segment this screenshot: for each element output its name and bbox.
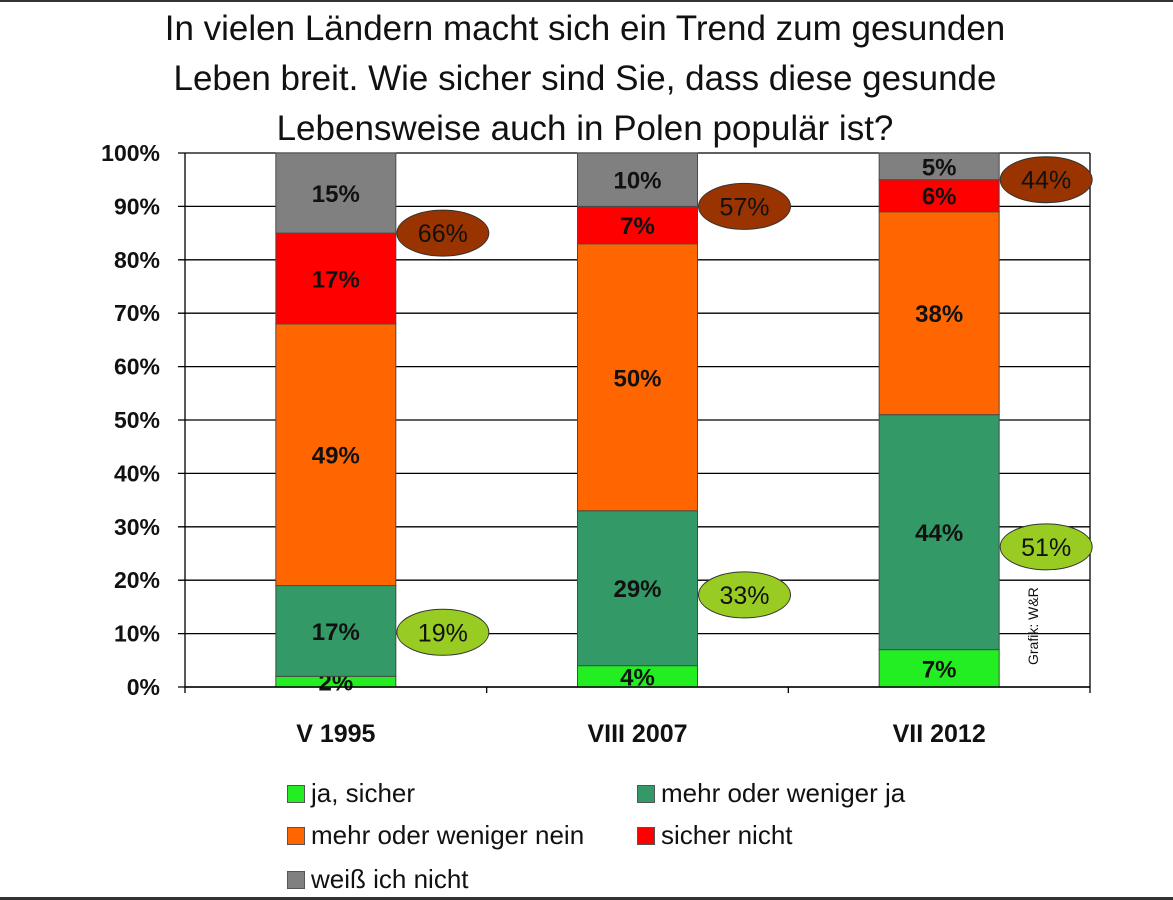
no-total-balloon [396, 209, 490, 257]
title-line-2: Leben breit. Wie sicher sind Sie, dass d… [173, 59, 997, 98]
bar-segment-sicher_nicht [275, 232, 397, 325]
y-tick-label: 30% [114, 514, 160, 540]
chart-title: In vielen Ländern macht sich ein Trend z… [60, 4, 1110, 154]
y-tick-label: 70% [114, 300, 160, 326]
legend-label: mehr oder weniger ja [661, 778, 906, 808]
legend-item-mehr_nein: mehr oder weniger nein [287, 820, 584, 851]
x-category-label: VIII 2007 [587, 720, 687, 748]
y-tick-label: 20% [114, 567, 160, 593]
x-axis: V 1995 VIII 2007 VII 2012 [184, 686, 1091, 748]
segment-label: 17% [312, 266, 360, 293]
bar-segment-weiss_nicht [577, 152, 698, 207]
bar-segment-ja_sicher [878, 649, 1000, 688]
legend-swatch [637, 784, 655, 803]
bar-segment-mehr_ja [878, 414, 1000, 651]
y-tick-label: 40% [114, 460, 160, 486]
legend-item-sicher_nicht: sicher nicht [637, 820, 793, 851]
yes-total-balloon [698, 571, 791, 619]
y-tick-label: 80% [114, 247, 160, 273]
bar-segment-mehr_nein [577, 243, 698, 512]
y-tick-label: 100% [101, 140, 160, 166]
credit-label: Grafik: W&R [1025, 587, 1041, 665]
segment-label: 44% [915, 520, 963, 547]
no-total-balloon-label: 57% [719, 193, 769, 221]
segment-label: 6% [922, 184, 957, 211]
y-tick-label: 50% [114, 407, 160, 433]
x-category-label: VII 2012 [893, 720, 986, 748]
y-tick-label: 0% [127, 674, 160, 700]
legend-item-ja_sicher: ja, sicher [287, 778, 415, 809]
no-total-balloon-label: 66% [418, 220, 468, 248]
legend-label: weiß ich nicht [311, 864, 469, 894]
yes-total-balloon-label: 33% [719, 582, 769, 610]
total-annotations: 19% 66% 33% 57% 51% 44% [396, 156, 1093, 656]
bar-segment-mehr_ja [577, 510, 698, 667]
bar-segment-weiss_nicht [878, 152, 1000, 181]
y-tick-label: 10% [114, 621, 160, 647]
legend-label: ja, sicher [311, 778, 416, 808]
segment-label: 7% [922, 656, 957, 683]
title-line-3: Lebensweise auch in Polen populär ist? [276, 109, 894, 148]
y-tick-label: 90% [114, 193, 160, 219]
title-line-1: In vielen Ländern macht sich ein Trend z… [164, 9, 1006, 48]
segment-label: 17% [312, 619, 360, 646]
no-total-balloon-label: 44% [1021, 167, 1071, 195]
legend-label: mehr oder weniger nein [311, 820, 585, 850]
segment-label: 15% [312, 181, 360, 208]
yes-total-balloon-label: 51% [1021, 534, 1071, 562]
yes-total-balloon-label: 19% [418, 619, 468, 647]
y-tick-label: 60% [114, 354, 160, 380]
legend-item-mehr_ja: mehr oder weniger ja [637, 778, 905, 809]
bar-segment-mehr_nein [275, 323, 397, 587]
no-total-balloon [698, 182, 791, 230]
segment-label: 10% [613, 168, 661, 195]
bar-segment-weiss_nicht [275, 152, 397, 234]
legend-swatch [287, 784, 305, 803]
bar-segment-mehr_ja [275, 585, 397, 677]
yes-total-balloon [999, 523, 1093, 571]
bars: 2%17%49%17%15%4%29%50%7%10%7%44%38%6%5% [275, 152, 1000, 697]
legend-item-weiss_nicht: weiß ich nicht [287, 864, 469, 895]
segment-label: 29% [613, 576, 661, 603]
stacked-bar-chart: 0%10%20%30%40%50%60%70%80%90%100% 2%17%4… [101, 140, 1093, 748]
legend-label: sicher nicht [661, 820, 793, 850]
legend-swatch [637, 826, 655, 845]
bar-segment-sicher_nicht [577, 205, 698, 245]
segment-label: 7% [620, 213, 655, 240]
y-axis: 0% 10% 20% 30% 40% 50% 60% 70% 80% 90% 100% [101, 140, 186, 700]
bar-segment-mehr_nein [878, 211, 1000, 416]
bar-segment-sicher_nicht [878, 179, 1000, 213]
x-category-label: V 1995 [296, 720, 375, 748]
yes-total-balloon [396, 608, 490, 656]
segment-label: 38% [915, 301, 963, 328]
segment-label: 50% [613, 365, 661, 392]
segment-label: 49% [312, 443, 360, 470]
segment-label: 5% [922, 154, 957, 181]
legend-swatch [287, 826, 305, 845]
legend-swatch [287, 870, 305, 889]
no-total-balloon [999, 156, 1093, 204]
